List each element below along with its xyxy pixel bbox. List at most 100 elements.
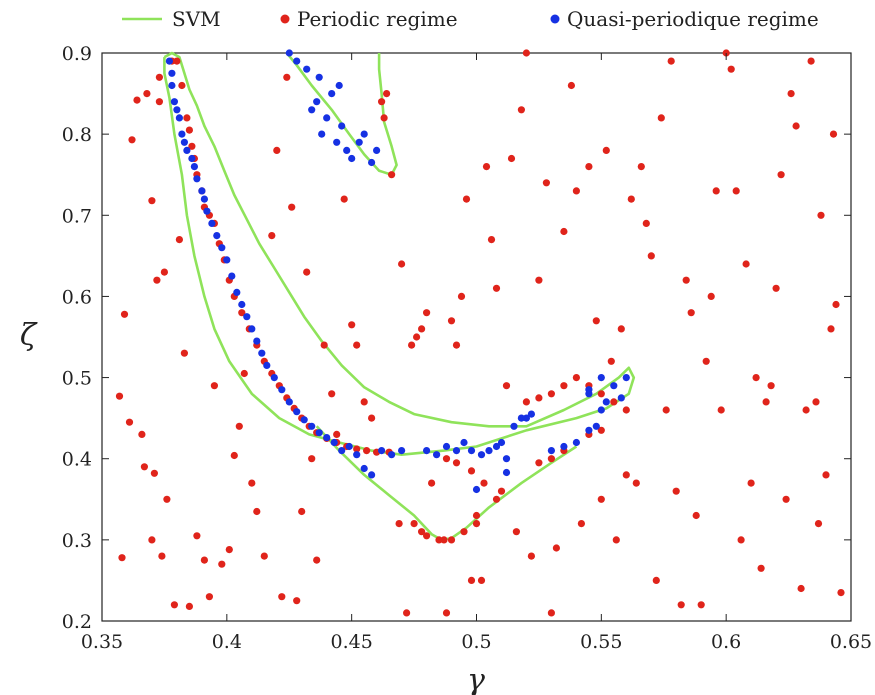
periodic-point — [320, 341, 328, 349]
periodic-point — [480, 479, 488, 487]
periodic-point — [253, 507, 261, 516]
periodic-point — [832, 300, 840, 309]
quasi-periodic-point — [263, 361, 271, 369]
quasi-periodic-point — [328, 90, 336, 98]
periodic-point — [235, 422, 243, 430]
quasi-periodic-point — [223, 256, 231, 264]
quasi-periodic-point — [165, 57, 173, 65]
periodic-point — [727, 65, 735, 73]
periodic-point — [403, 609, 411, 617]
periodic-point — [155, 73, 163, 81]
periodic-point — [585, 163, 593, 171]
periodic-point — [652, 576, 660, 585]
periodic-point — [205, 593, 213, 601]
periodic-point — [535, 276, 543, 284]
periodic-point — [477, 576, 486, 585]
periodic-point — [115, 392, 124, 400]
periodic-point — [542, 179, 551, 187]
quasi-periodic-point — [610, 382, 618, 390]
periodic-point — [452, 341, 461, 349]
periodic-point — [413, 333, 421, 341]
quasi-periodic-point — [233, 288, 241, 296]
periodic-point — [138, 430, 146, 438]
periodic-point — [737, 536, 745, 544]
periodic-point — [447, 317, 456, 325]
periodic-point — [188, 142, 196, 150]
legend-label-svm: SVM — [172, 7, 221, 31]
periodic-point — [567, 81, 576, 90]
periodic-point — [240, 369, 248, 378]
periodic-point — [637, 163, 645, 171]
quasi-periodic-point — [175, 114, 183, 122]
periodic-point — [388, 171, 396, 179]
periodic-point — [717, 406, 725, 414]
periodic-point — [622, 471, 630, 479]
periodic-point — [667, 57, 675, 65]
periodic-point — [817, 211, 825, 219]
periodic-point — [408, 341, 416, 349]
quasi-periodic-point — [213, 232, 221, 240]
quasi-periodic-point — [368, 471, 376, 479]
legend-swatch-quasi — [550, 14, 560, 24]
x-axis-label: γ — [467, 663, 485, 695]
quasi-periodic-point — [293, 57, 301, 65]
periodic-point — [787, 90, 795, 98]
periodic-point — [273, 146, 281, 154]
legend: SVM Periodic regime Quasi-periodique regim… — [122, 7, 819, 31]
periodic-point — [457, 292, 466, 300]
periodic-point — [607, 357, 615, 365]
quasi-periodic-point — [315, 429, 323, 437]
periodic-point — [210, 382, 218, 390]
periodic-point — [712, 187, 720, 195]
periodic-point — [360, 398, 368, 406]
quasi-periodic-point — [183, 146, 191, 154]
periodic-point — [383, 90, 391, 98]
periodic-point — [732, 187, 740, 195]
periodic-point — [423, 309, 431, 317]
quasi-periodic-point — [238, 300, 246, 309]
periodic-point — [428, 479, 436, 487]
x-tick-label: 0.65 — [830, 631, 872, 653]
periodic-point — [398, 260, 406, 268]
quasi-periodic-point — [188, 154, 196, 163]
periodic-point — [482, 163, 491, 171]
quasi-periodic-point — [373, 146, 381, 154]
quasi-periodic-point — [293, 408, 301, 416]
periodic-point — [353, 445, 361, 453]
periodic-point — [128, 136, 136, 144]
quasi-periodic-point — [315, 73, 323, 81]
legend-swatch-periodic — [280, 14, 290, 24]
periodic-point — [822, 471, 830, 479]
periodic-point — [313, 556, 321, 564]
periodic-point — [467, 467, 476, 475]
y-tick-label: 0.5 — [62, 368, 92, 390]
quasi-periodic-point — [308, 422, 316, 430]
quasi-periodic-point — [472, 485, 481, 494]
periodic-point — [442, 609, 451, 617]
quasi-periodic-point — [622, 374, 630, 382]
periodic-point — [170, 601, 178, 609]
x-tick-label: 0.55 — [580, 631, 622, 653]
periodic-point — [807, 57, 815, 65]
periodic-point — [363, 447, 371, 455]
periodic-point — [472, 511, 481, 520]
periodic-point — [160, 268, 168, 276]
periodic-point — [535, 394, 543, 402]
periodic-point — [143, 90, 151, 98]
quasi-periodic-point — [492, 442, 501, 451]
periodic-point — [702, 357, 710, 365]
periodic-point — [829, 130, 838, 138]
periodic-point — [497, 487, 506, 495]
periodic-point — [225, 546, 233, 554]
y-tick-label: 0.8 — [62, 124, 92, 146]
quasi-periodic-point — [218, 244, 226, 252]
quasi-periodic-point — [248, 325, 256, 333]
quasi-periodic-point — [353, 451, 361, 459]
quasi-periodic-point — [423, 447, 431, 455]
quasi-periodic-point — [398, 447, 406, 455]
periodic-point — [597, 495, 605, 503]
quasi-periodic-point — [330, 438, 338, 447]
quasi-periodic-point — [168, 81, 176, 90]
quasi-periodic-point — [597, 374, 605, 382]
periodic-point — [293, 597, 301, 605]
